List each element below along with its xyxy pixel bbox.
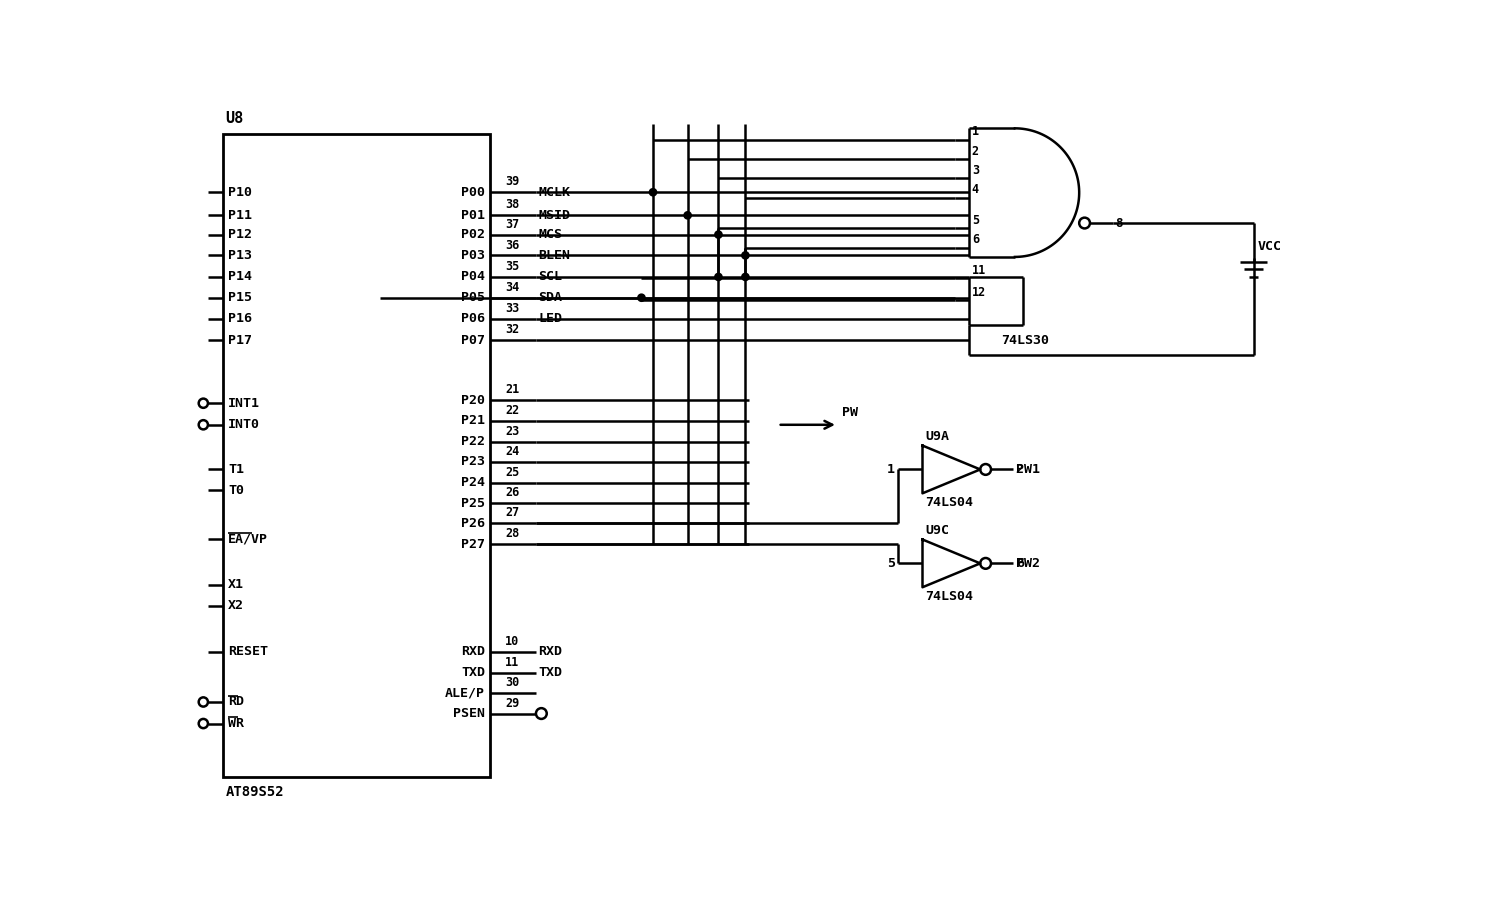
Text: ALE/P: ALE/P [445,686,485,699]
Text: 29: 29 [505,696,520,710]
Text: VCC: VCC [1257,240,1281,253]
Text: PW1: PW1 [1017,463,1041,476]
Text: 1: 1 [887,463,894,476]
Text: RXD: RXD [538,645,562,658]
Text: 8: 8 [1116,216,1124,230]
Text: P24: P24 [461,476,485,489]
Text: P14: P14 [228,271,252,284]
Text: TXD: TXD [538,666,562,679]
Text: 26: 26 [505,486,520,499]
Text: EA/VP: EA/VP [228,533,268,545]
Text: LED: LED [538,312,562,325]
Text: WR: WR [228,717,244,730]
Text: P16: P16 [228,312,252,325]
Text: 33: 33 [505,302,520,315]
Text: RESET: RESET [228,645,268,658]
Text: X2: X2 [228,599,244,613]
Text: T1: T1 [228,463,244,476]
Text: 1: 1 [972,125,978,138]
Text: AT89S52: AT89S52 [226,785,285,799]
Text: 36: 36 [505,238,520,252]
Text: SCL: SCL [538,271,562,284]
Text: 39: 39 [505,175,520,188]
Text: P10: P10 [228,185,252,199]
Text: 21: 21 [505,384,520,396]
Text: 74LS04: 74LS04 [926,590,974,603]
Text: P03: P03 [461,249,485,262]
Text: TXD: TXD [461,666,485,679]
Text: U9C: U9C [926,524,950,537]
Text: 24: 24 [505,445,520,458]
Text: 74LS04: 74LS04 [926,495,974,509]
Text: P04: P04 [461,271,485,284]
Circle shape [716,274,722,280]
Text: P06: P06 [461,312,485,325]
Text: P23: P23 [461,455,485,468]
Text: P12: P12 [228,228,252,241]
Text: 32: 32 [505,324,520,336]
Text: 6: 6 [972,233,978,246]
Text: INT1: INT1 [228,396,261,410]
Text: P17: P17 [228,334,252,346]
Text: 5: 5 [887,557,894,570]
Text: 12: 12 [972,285,986,298]
Text: 10: 10 [505,635,520,648]
Text: MCLK: MCLK [538,185,571,199]
Circle shape [743,274,749,280]
Text: P15: P15 [228,291,252,305]
Text: U9A: U9A [926,430,950,444]
Text: 11: 11 [972,264,986,277]
Text: 5: 5 [972,214,978,227]
Text: 11: 11 [505,656,520,669]
Text: P22: P22 [461,435,485,448]
Text: 30: 30 [505,676,520,689]
Text: P00: P00 [461,185,485,199]
Text: 25: 25 [505,465,520,479]
Text: P05: P05 [461,291,485,305]
Circle shape [716,232,722,237]
Text: X1: X1 [228,578,244,592]
Text: INT0: INT0 [228,418,261,431]
Text: RXD: RXD [461,645,485,658]
Text: P21: P21 [461,415,485,427]
Text: 38: 38 [505,198,520,212]
Text: 34: 34 [505,281,520,294]
Text: P13: P13 [228,249,252,262]
Circle shape [685,213,691,218]
Text: P02: P02 [461,228,485,241]
Circle shape [743,253,749,258]
Text: PSEN: PSEN [452,707,485,720]
Text: 4: 4 [972,183,978,196]
Text: T0: T0 [228,484,244,496]
Text: 22: 22 [505,405,520,417]
Text: BLEN: BLEN [538,249,571,262]
Text: RD: RD [228,695,244,708]
Text: P20: P20 [461,394,485,406]
Text: P01: P01 [461,209,485,222]
Text: 6: 6 [1016,557,1023,570]
Text: SDA: SDA [538,291,562,305]
Text: 23: 23 [505,425,520,438]
Text: MCS: MCS [538,228,562,241]
Circle shape [638,295,644,301]
Text: 3: 3 [972,164,978,177]
Text: PW: PW [842,406,858,419]
Text: P27: P27 [461,537,485,551]
Text: 28: 28 [505,527,520,540]
Text: PW2: PW2 [1017,557,1041,570]
Text: P26: P26 [461,517,485,530]
Text: P07: P07 [461,334,485,346]
Text: 37: 37 [505,218,520,231]
Circle shape [650,189,656,195]
Text: U8: U8 [226,111,244,126]
Text: 27: 27 [505,506,520,519]
Text: MSID: MSID [538,209,571,222]
Text: 35: 35 [505,260,520,273]
Text: 2: 2 [1016,463,1023,476]
Text: P11: P11 [228,209,252,222]
Text: P25: P25 [461,497,485,510]
Text: 74LS30: 74LS30 [1001,334,1049,347]
Text: 2: 2 [972,145,978,157]
